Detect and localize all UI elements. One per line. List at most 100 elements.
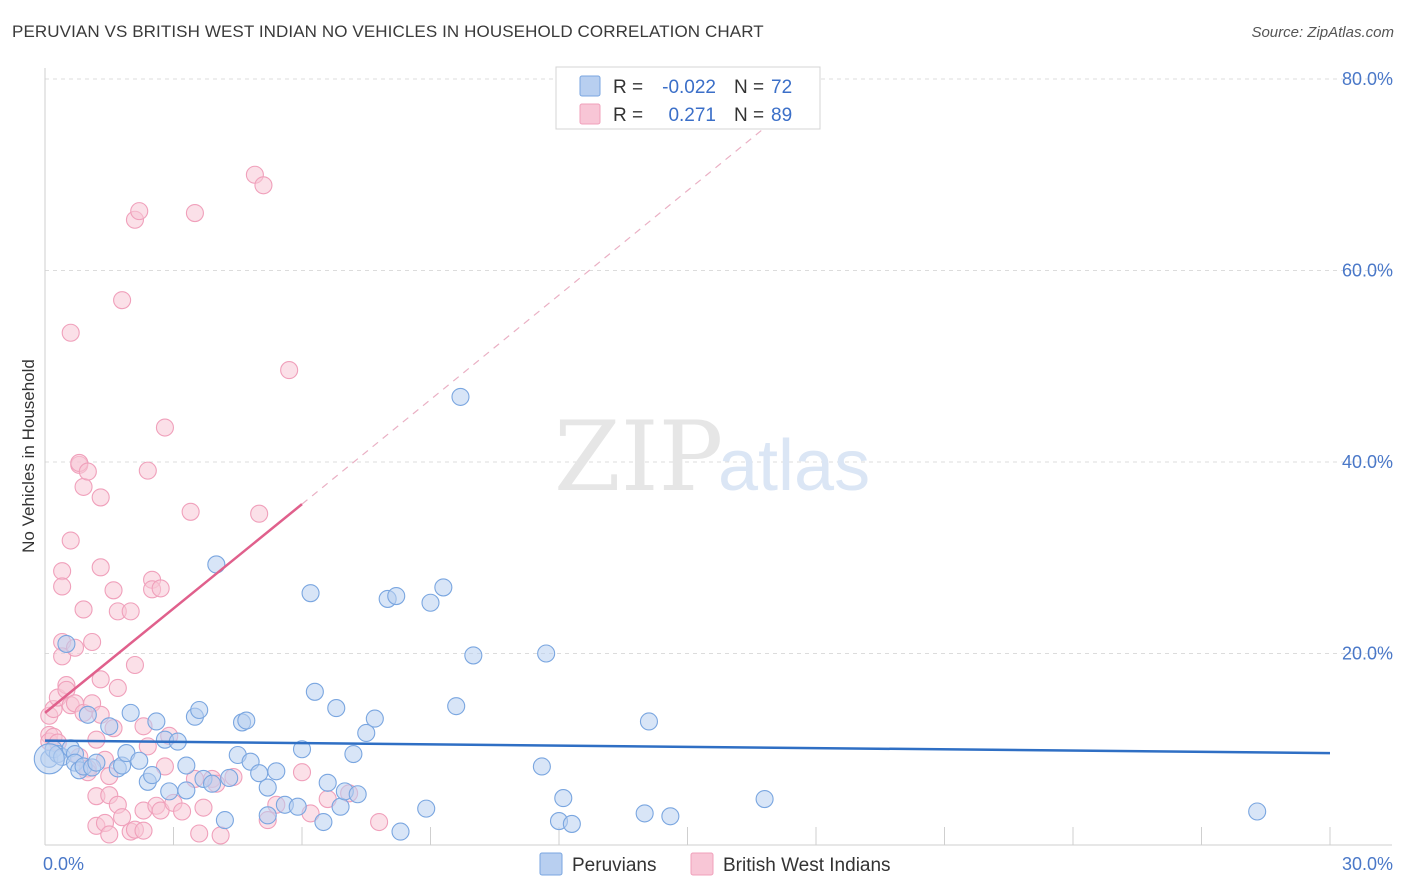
point-british-west-indians-29	[87, 730, 106, 749]
point-british-west-indians-32	[91, 488, 110, 507]
point-peruvians-64	[464, 646, 483, 665]
watermark: ZIP atlas	[554, 401, 870, 513]
point-peruvians-25	[177, 781, 196, 800]
point-peruvians-36	[237, 711, 256, 730]
point-peruvians-53	[348, 785, 367, 804]
y-tick-label-20: 20.0%	[1342, 644, 1393, 664]
point-british-west-indians-44	[108, 678, 127, 698]
point-peruvians-4	[57, 634, 76, 653]
point-peruvians-39	[258, 778, 277, 797]
point-peruvians-48	[318, 773, 337, 792]
point-peruvians-54	[357, 723, 376, 743]
point-british-west-indians-9	[53, 562, 72, 581]
point-peruvians-18	[130, 751, 149, 770]
point-british-west-indians-46	[113, 291, 132, 310]
data-points	[33, 165, 1267, 845]
point-british-west-indians-57	[138, 461, 157, 480]
point-peruvians-74	[1248, 802, 1267, 821]
point-british-west-indians-80	[254, 176, 273, 195]
point-british-west-indians-79	[250, 504, 269, 523]
point-british-west-indians-24	[78, 462, 97, 481]
point-peruvians-33	[220, 768, 239, 788]
legend-n-label-2: N =	[734, 105, 764, 126]
point-peruvians-28	[190, 700, 209, 720]
point-british-west-indians-15	[61, 531, 80, 550]
point-peruvians-59	[417, 799, 436, 818]
point-peruvians-12	[87, 753, 106, 772]
point-british-west-indians-62	[151, 579, 170, 598]
trend-lines	[44, 127, 1331, 755]
point-peruvians-cluster	[33, 743, 65, 775]
point-peruvians-62	[447, 697, 466, 716]
watermark-atlas: atlas	[718, 426, 870, 506]
point-british-west-indians-21	[74, 477, 93, 496]
point-british-west-indians-69	[181, 502, 200, 521]
point-british-west-indians-72	[190, 824, 209, 843]
trend-line-peruvians	[44, 739, 1331, 755]
point-british-west-indians-51	[125, 655, 144, 675]
point-british-west-indians-33	[91, 558, 110, 577]
point-british-west-indians-73	[194, 798, 213, 817]
point-british-west-indians-14	[61, 323, 80, 342]
point-british-west-indians-64	[155, 418, 174, 437]
bottom-legend: Peruvians British West Indians	[539, 852, 891, 876]
point-peruvians-50	[331, 797, 350, 816]
point-peruvians-61	[434, 578, 453, 597]
point-peruvians-58	[391, 822, 410, 841]
point-british-west-indians-83	[280, 361, 299, 380]
point-peruvians-71	[639, 712, 659, 731]
legend-r-value-1: -0.022	[662, 77, 716, 98]
chart-source: Source: ZipAtlas.com	[1251, 24, 1394, 41]
point-british-west-indians-54	[134, 821, 153, 840]
point-british-west-indians-41	[104, 581, 123, 600]
point-peruvians-70	[635, 804, 654, 823]
point-peruvians-65	[532, 757, 551, 776]
top-legend: R = -0.022 N = 72 R = 0.271 N = 89	[555, 66, 821, 130]
point-peruvians-68	[554, 789, 573, 808]
point-peruvians-17	[121, 703, 140, 722]
legend-n-label-1: N =	[734, 77, 764, 98]
grid-lines	[45, 78, 1392, 845]
point-british-west-indians-70	[185, 204, 204, 223]
point-peruvians-10	[78, 705, 97, 724]
point-peruvians-72	[661, 807, 680, 826]
point-peruvians-32	[215, 811, 234, 830]
legend-r-label-1: R =	[613, 77, 643, 98]
point-british-west-indians-65	[155, 757, 174, 776]
x-tick-label-max: 30.0%	[1342, 854, 1393, 874]
trend-line-british-west-indians-extension	[301, 127, 765, 505]
point-british-west-indians-10	[53, 577, 72, 596]
point-peruvians-52	[344, 744, 363, 764]
point-peruvians-41	[267, 762, 286, 781]
point-peruvians-23	[160, 782, 179, 801]
point-peruvians-63	[451, 387, 470, 406]
point-peruvians-49	[327, 699, 346, 718]
point-british-west-indians-34	[91, 670, 110, 689]
point-british-west-indians-47	[113, 808, 132, 827]
legend-swatch-british-west-indians	[579, 103, 601, 125]
point-peruvians-60	[421, 593, 440, 612]
point-peruvians-45	[301, 584, 320, 603]
point-peruvians-40	[258, 806, 277, 825]
tick-labels: 20.0% 40.0% 60.0% 80.0% 0.0% 30.0%	[43, 69, 1393, 874]
point-peruvians-13	[100, 717, 119, 736]
legend-n-value-2: 89	[771, 105, 792, 126]
bottom-legend-swatch-peruvians	[539, 852, 563, 876]
point-british-west-indians-88	[370, 812, 389, 832]
point-peruvians-43	[288, 797, 307, 816]
y-tick-label-40: 40.0%	[1342, 452, 1393, 472]
point-peruvians-57	[387, 586, 406, 606]
legend-r-value-2: 0.271	[668, 105, 716, 126]
point-peruvians-26	[177, 756, 196, 775]
point-british-west-indians-68	[173, 802, 192, 821]
point-peruvians-44	[292, 740, 312, 759]
x-tick-label-min: 0.0%	[43, 854, 84, 874]
bottom-legend-label-british-west-indians: British West Indians	[723, 855, 891, 876]
point-british-west-indians-84	[292, 763, 312, 782]
chart-title: PERUVIAN VS BRITISH WEST INDIAN NO VEHIC…	[12, 22, 764, 41]
point-peruvians-55	[365, 709, 384, 728]
point-british-west-indians-48	[121, 602, 140, 621]
point-peruvians-73	[755, 789, 774, 809]
trend-line-british-west-indians	[44, 503, 303, 714]
